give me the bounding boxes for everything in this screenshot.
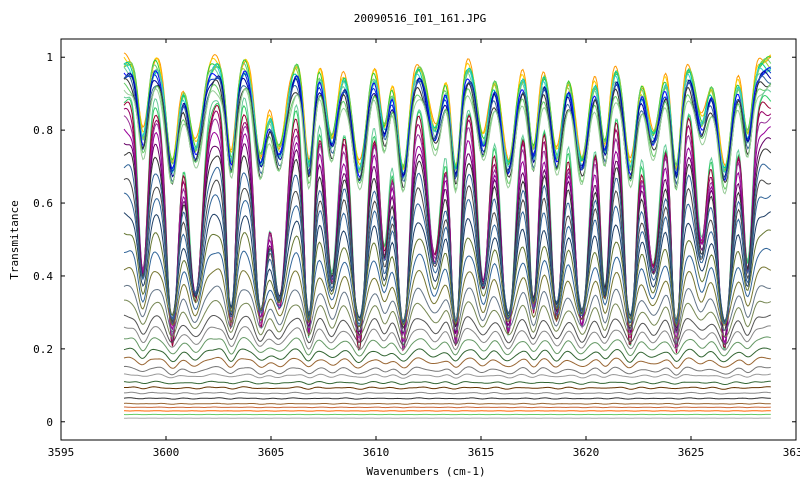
series-line bbox=[124, 299, 772, 340]
plot-frame bbox=[60, 38, 797, 441]
series-line bbox=[123, 247, 772, 325]
series-line bbox=[123, 356, 771, 369]
x-tick-label: 3620 bbox=[573, 446, 600, 459]
y-tick-label: 0.6 bbox=[33, 197, 53, 210]
series-line bbox=[123, 67, 771, 181]
series-line bbox=[124, 386, 771, 390]
series-line bbox=[123, 314, 771, 346]
y-tick-label: 0.8 bbox=[33, 124, 53, 137]
y-tick-label: 0.2 bbox=[33, 343, 53, 356]
series-line bbox=[123, 380, 771, 386]
series-line bbox=[123, 211, 772, 324]
x-tick-label: 3610 bbox=[363, 446, 390, 459]
series-line bbox=[123, 65, 772, 181]
series-line bbox=[123, 54, 772, 172]
x-tick-label: 3605 bbox=[258, 446, 285, 459]
series-line bbox=[123, 284, 771, 334]
chart-title: 20090516_I01_161.JPG bbox=[354, 12, 486, 25]
series-line bbox=[123, 347, 771, 364]
series-line bbox=[123, 266, 772, 328]
series-line bbox=[123, 85, 771, 195]
y-tick-label: 1 bbox=[46, 51, 53, 64]
series-line bbox=[123, 402, 771, 405]
y-tick-label: 0 bbox=[46, 416, 53, 429]
series-line bbox=[124, 391, 771, 395]
x-tick-label: 3595 bbox=[48, 446, 75, 459]
series-line bbox=[123, 397, 771, 400]
series-line bbox=[123, 336, 771, 357]
x-tick-label: 3615 bbox=[468, 446, 495, 459]
series-line bbox=[123, 82, 772, 193]
x-axis-label: Wavenumbers (cm-1) bbox=[366, 465, 485, 478]
series-line bbox=[123, 325, 771, 351]
y-axis-ticks: 0 0.2 0.4 0.6 0.8 1 bbox=[33, 51, 796, 429]
series-line bbox=[123, 365, 771, 376]
series-line bbox=[123, 373, 771, 379]
series-lines bbox=[123, 52, 772, 419]
x-tick-label: 3600 bbox=[153, 446, 180, 459]
series-line bbox=[124, 406, 771, 409]
x-tick-label: 3625 bbox=[678, 446, 705, 459]
series-line bbox=[123, 229, 771, 324]
y-tick-label: 0.4 bbox=[33, 270, 53, 283]
y-axis-label: Transmitance bbox=[8, 200, 21, 279]
